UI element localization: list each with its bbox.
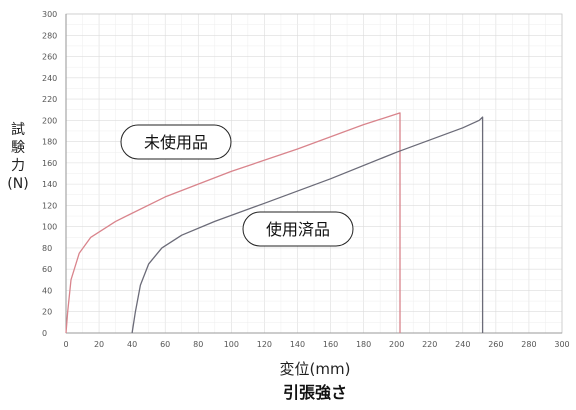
x-tick-label: 0	[63, 340, 68, 349]
y-tick-label: 60	[42, 265, 52, 274]
x-tick-label: 260	[488, 340, 503, 349]
y-tick-label: 180	[42, 138, 57, 147]
chart-title: 引張強さ	[283, 383, 347, 402]
grid	[65, 13, 563, 334]
x-tick-label: 200	[389, 340, 404, 349]
x-tick-label: 20	[94, 340, 104, 349]
x-tick-label: 140	[290, 340, 305, 349]
y-axis-label-char: 試	[11, 122, 25, 138]
x-tick-label: 40	[127, 340, 137, 349]
y-tick-label: 140	[42, 180, 57, 189]
y-tick-label: 100	[42, 223, 57, 232]
x-tick-label: 100	[224, 340, 239, 349]
y-tick-label: 260	[42, 53, 57, 62]
y-axis-label-char: 力	[11, 158, 25, 174]
annotation-text: 使用済品	[266, 220, 330, 239]
y-axis-label-char: 験	[11, 140, 25, 156]
annotation-bubble	[120, 124, 232, 160]
annotation-bubble	[242, 211, 354, 247]
y-tick-label: 160	[42, 159, 57, 168]
series-lines	[65, 112, 484, 334]
series-line-unused	[65, 112, 401, 334]
y-tick-label: 120	[42, 201, 57, 210]
series-line-used	[131, 116, 484, 334]
x-tick-label: 60	[160, 340, 170, 349]
y-tick-label: 0	[42, 329, 47, 338]
x-tick-label: 280	[521, 340, 536, 349]
y-axis-label-char: (N)	[7, 176, 28, 192]
x-tick-label: 120	[257, 340, 272, 349]
x-tick-label: 160	[323, 340, 338, 349]
annotation-label: 使用済品	[242, 211, 354, 247]
y-tick-label: 40	[42, 286, 52, 295]
y-axis-label: 試験力 (N)	[7, 122, 28, 192]
x-tick-labels: 0 20 40 60 80 100 120 140 160 180 200 220 240 260 280 3…	[63, 340, 569, 349]
y-tick-label: 240	[42, 74, 57, 83]
x-tick-label: 220	[422, 340, 437, 349]
x-tick-label: 80	[193, 340, 203, 349]
axes	[65, 13, 563, 334]
x-axis-label: 変位(mm)	[280, 360, 351, 378]
y-tick-label: 220	[42, 95, 57, 104]
y-tick-label: 80	[42, 244, 52, 253]
x-tick-label: 300	[554, 340, 569, 349]
x-tick-label: 180	[356, 340, 371, 349]
y-tick-label: 300	[42, 10, 57, 19]
y-tick-label: 20	[42, 308, 52, 317]
x-tick-label: 240	[455, 340, 470, 349]
annotation-label: 未使用品	[120, 124, 232, 160]
y-tick-labels: 0 20 40 60 80 100 120 140 160 180 200 220 240 260 280 3…	[42, 10, 57, 338]
y-tick-label: 280	[42, 31, 57, 40]
y-tick-label: 200	[42, 116, 57, 125]
annotation-text: 未使用品	[144, 133, 208, 152]
